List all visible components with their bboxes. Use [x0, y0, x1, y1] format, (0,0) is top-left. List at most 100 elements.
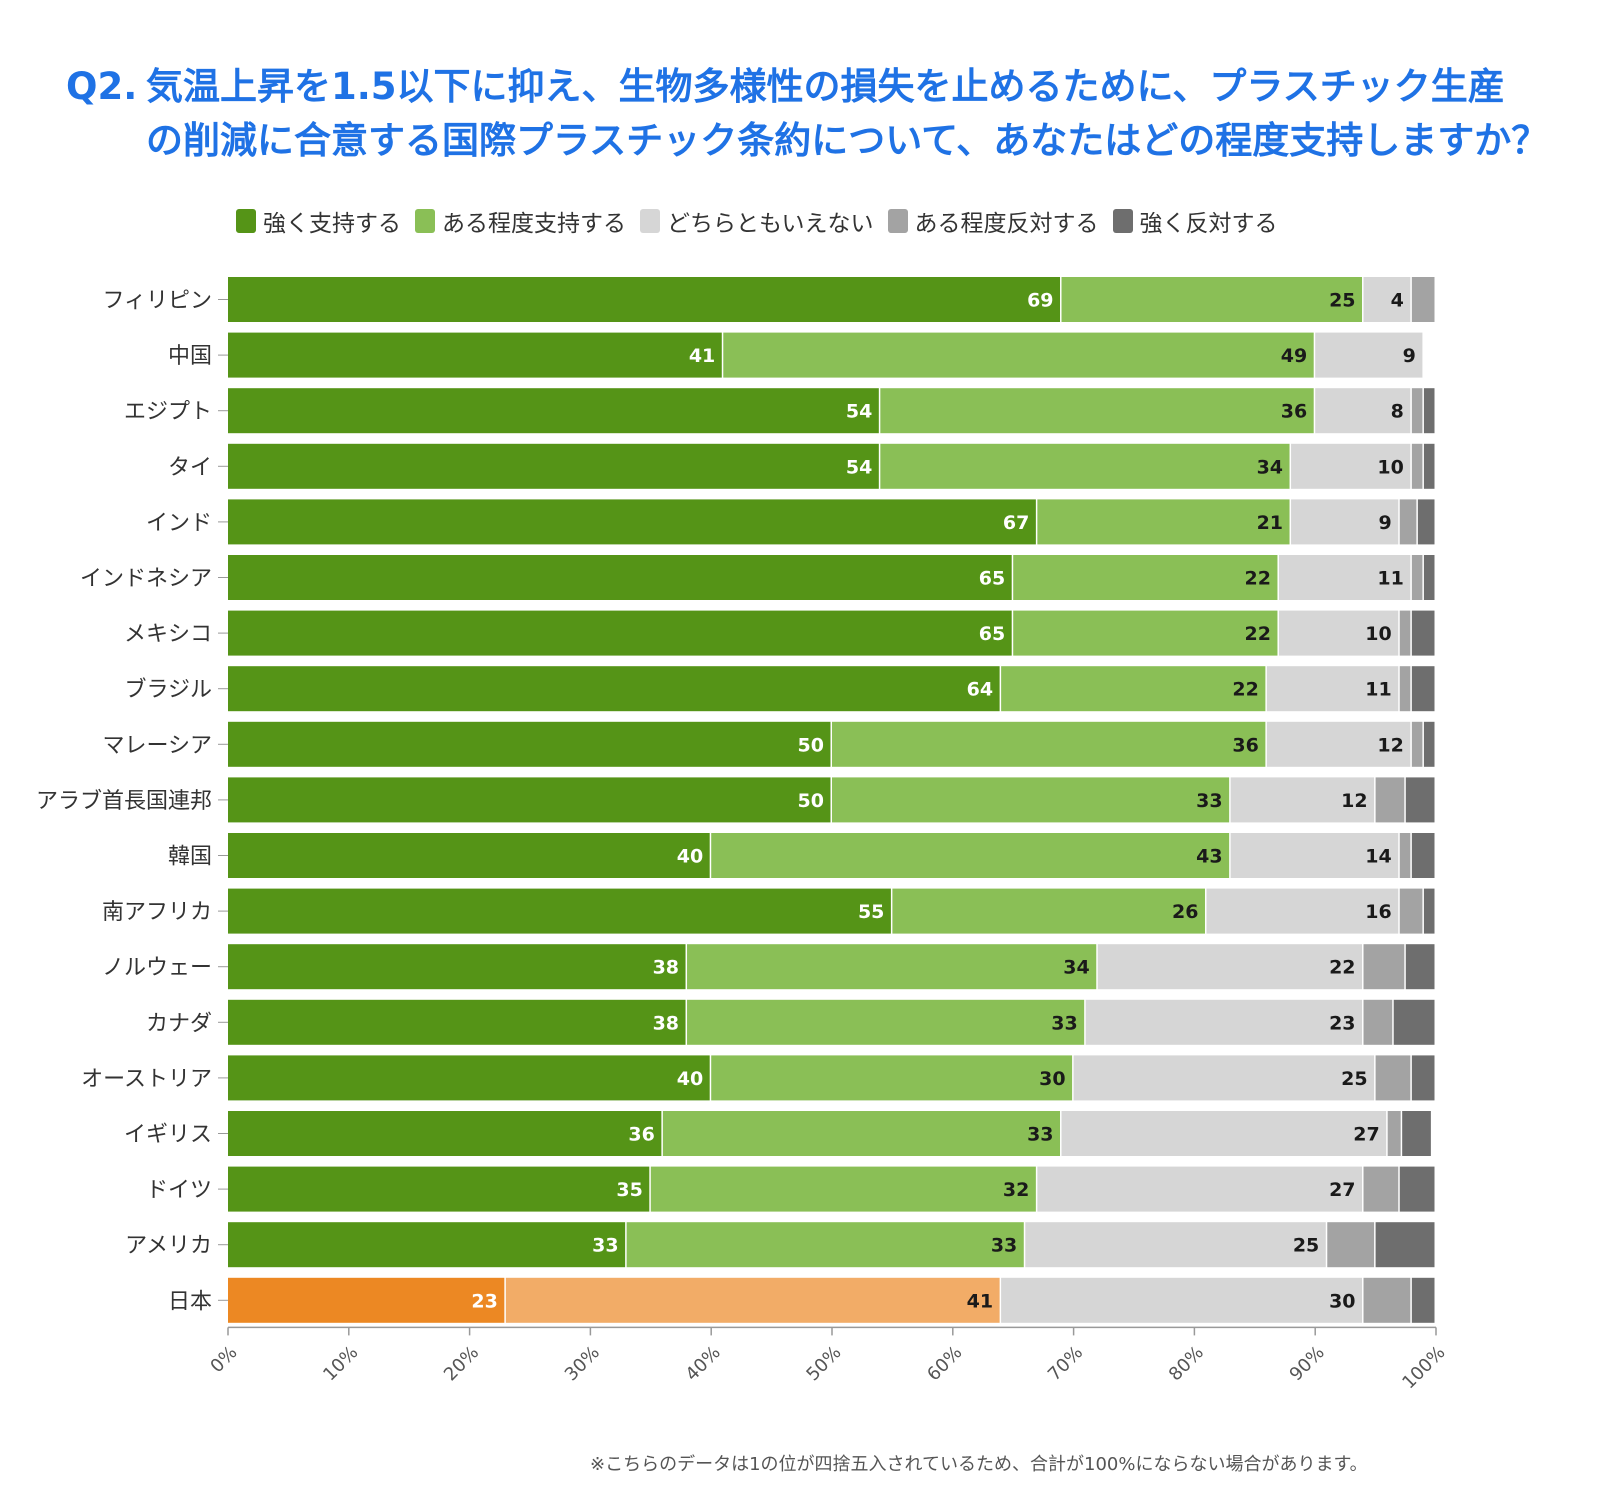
x-tick-label: 50% [802, 1342, 845, 1385]
data-label: 35 [616, 1179, 642, 1201]
data-label: 50 [798, 790, 824, 812]
legend-item-2: ある程度支持する [415, 204, 626, 238]
bar-segment [1399, 833, 1411, 878]
bar-segment [1315, 388, 1411, 434]
data-label: 22 [1329, 957, 1355, 979]
category-label: マレーシア [102, 733, 212, 758]
legend-label: どちらともいえない [667, 211, 874, 237]
title-line-2: の削減に合意する国際プラスチック条約について、あなたはどの程度支持しますか？ [146, 119, 1549, 162]
category-label: 中国 [168, 344, 212, 369]
data-label: 16 [1365, 901, 1391, 923]
data-label: 50 [798, 734, 824, 756]
data-label: 22 [1245, 568, 1271, 590]
data-label: 36 [1232, 734, 1258, 756]
data-label: 33 [991, 1235, 1017, 1257]
data-label: 67 [1003, 512, 1029, 534]
bar-segment [228, 388, 879, 434]
bar-segment [662, 1111, 1061, 1156]
bar-segment [1399, 888, 1423, 934]
bar-segment [1387, 1111, 1401, 1156]
chart-title: Q2. 気温上昇を1.5以下に抑え、生物多様性の損失を止めるために、プラスチック生… [66, 60, 1586, 168]
bar-segment [505, 1277, 1000, 1323]
bar-segment [228, 833, 710, 878]
bar-segment [1411, 388, 1423, 434]
legend-swatch [887, 209, 908, 233]
bar-segment [1291, 443, 1411, 489]
bar-segment [1097, 944, 1363, 990]
bar-segment [228, 332, 722, 378]
category-label: イギリス [124, 1123, 212, 1148]
category-label: 韓国 [168, 845, 212, 870]
bar-segment [1085, 999, 1363, 1045]
bar-segment [1315, 332, 1423, 378]
category-label: ブラジル [124, 678, 212, 703]
data-label: 54 [846, 456, 872, 478]
bar-segment [1001, 1277, 1363, 1323]
bar-segment [1363, 999, 1393, 1045]
legend-item-5: 強く反対する [1112, 204, 1278, 238]
bar-segment [228, 499, 1036, 545]
bar-segment [626, 1222, 1024, 1268]
data-label: 33 [1196, 790, 1222, 812]
bar-segment [1411, 666, 1435, 712]
data-label: 30 [1039, 1068, 1065, 1090]
data-label: 30 [1329, 1290, 1355, 1312]
bar-segment [228, 888, 891, 934]
data-label: 32 [1003, 1179, 1029, 1201]
legend-item-3: どちらともいえない [640, 204, 874, 238]
title-line-1: Q2. 気温上昇を1.5以下に抑え、生物多様性の損失を止めるために、プラスチック生… [66, 60, 1586, 114]
bar-segment [1423, 888, 1435, 934]
legend-swatch [415, 209, 435, 233]
data-label: 12 [1341, 790, 1367, 812]
legend-label: ある程度反対する [914, 211, 1099, 237]
legend-label: 強く支持する [263, 211, 401, 237]
bar-segment [1411, 610, 1435, 656]
data-label: 11 [1365, 679, 1391, 701]
data-label: 10 [1365, 623, 1391, 645]
x-tick-label: 20% [440, 1342, 483, 1385]
bar-segment [228, 1055, 710, 1101]
bar-segment [1375, 1222, 1435, 1268]
bar-segment [1411, 277, 1435, 322]
bar-segment [228, 721, 831, 767]
bar-segment [1037, 1166, 1363, 1212]
bar-segment [228, 443, 879, 489]
bar-segment [1061, 1111, 1387, 1156]
bar-segment [1363, 1277, 1411, 1323]
data-label: 38 [653, 957, 679, 979]
x-tick-label: 40% [682, 1342, 725, 1385]
data-label: 27 [1353, 1124, 1379, 1146]
bar-segment [1278, 610, 1399, 656]
legend-swatch [1112, 209, 1133, 233]
legend-item-4: ある程度反対する [887, 204, 1099, 238]
footnote: ※こちらのデータは1の位が四捨五入されているため、合計が100%にならない場合が… [590, 1454, 1368, 1475]
bar-segment [1423, 388, 1435, 434]
bar-segment [892, 888, 1205, 934]
bar-segment [228, 555, 1012, 600]
category-label: インド [146, 511, 212, 536]
data-label: 36 [1281, 401, 1307, 423]
bar-segment [1417, 499, 1435, 545]
bar-segment [1001, 666, 1266, 712]
bar-segment [1399, 1166, 1435, 1212]
legend-label: ある程度支持する [442, 211, 626, 237]
bar-segment [1025, 1222, 1326, 1268]
data-label: 22 [1245, 623, 1271, 645]
bar-segment [228, 999, 686, 1045]
data-label: 14 [1365, 846, 1391, 868]
data-label: 34 [1257, 456, 1283, 478]
x-tick-label: 0% [206, 1342, 241, 1377]
bar-segment [228, 277, 1061, 322]
data-label: 11 [1377, 568, 1403, 590]
bar-segment [1399, 499, 1417, 545]
category-label: インドネシア [80, 567, 212, 592]
category-label: フィリピン [102, 289, 212, 314]
data-label: 41 [689, 345, 715, 367]
bar-segment [711, 1055, 1073, 1101]
data-label: 9 [1379, 512, 1392, 534]
data-label: 25 [1341, 1068, 1367, 1090]
data-label: 23 [471, 1290, 497, 1312]
bar-segment [1405, 777, 1435, 823]
x-tick-label: 70% [1044, 1342, 1087, 1385]
bar-segment [711, 833, 1230, 878]
